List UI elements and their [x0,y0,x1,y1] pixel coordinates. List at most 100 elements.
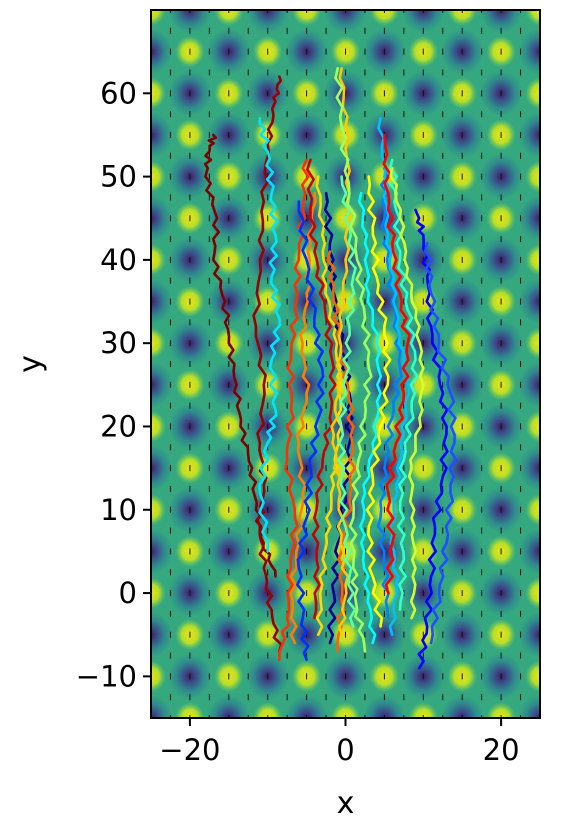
x-tick-label: −20 [159,733,220,767]
trajectory-line [203,133,277,578]
contour-high-spot [525,577,540,609]
contour-low-spot [558,320,568,366]
contour-low-spot [518,28,540,75]
trajectory-line [389,167,425,620]
contour-low-spot [518,695,540,718]
contour-high-spot [330,702,361,718]
trajectory-line [323,191,354,645]
contour-low-spot [246,10,290,33]
contour-high-spot [564,702,568,734]
contour-high-spot [151,77,166,110]
contour-low-spot [558,570,568,616]
contour-low-spot [151,528,173,575]
y-tick-label: −10 [76,659,137,693]
contour-high-spot [525,660,540,693]
contour-high-spot [525,493,540,526]
contour-high-spot [525,410,540,443]
contour-high-spot [151,244,166,276]
trajectory-line [357,191,383,645]
contour-high-spot [252,702,283,718]
y-tick-label: 20 [100,409,137,443]
contour-low-spot [151,195,173,242]
contour-low-spot [285,695,328,718]
contour-low-spot [518,361,540,408]
contour-high-spot [151,660,166,693]
contour-low-spot [151,112,173,158]
y-tick-label: 60 [100,76,137,110]
y-tick-label: 40 [100,243,137,277]
contour-low-spot [518,112,540,158]
contour-high-spot [175,702,205,718]
contour-low-spot [151,445,173,492]
contour-low-spot [518,528,540,575]
trajectory-line [423,241,458,645]
trajectory-line [330,67,351,636]
contour-low-spot [151,695,173,718]
trajectory-line [377,117,411,636]
contour-low-spot [558,487,568,533]
contour-low-spot [558,154,568,200]
contour-low-spot [151,361,173,408]
contour-low-spot [558,70,568,116]
y-axis: −10 0 10 20 30 40 50 60 [76,76,151,693]
y-tick-label: 10 [100,493,137,527]
y-tick-label: 30 [100,326,137,360]
y-tick-label: 50 [100,160,137,194]
trajectory-line [306,158,337,620]
contour-high-spot [486,702,516,718]
contour-low-spot [518,195,540,242]
contour-low-spot [518,445,540,492]
contour-high-spot [564,369,568,401]
x-tick-label: 20 [483,733,520,767]
trajectory-line [334,67,373,653]
contour-high-spot [151,327,166,360]
contour-high-spot [151,10,166,26]
contour-high-spot [564,202,568,234]
trajectory-line [365,175,392,628]
x-axis: −20 0 20 [159,718,520,767]
contour-low-spot [363,695,406,718]
trajectory-line [414,208,449,670]
contour-high-spot [525,327,540,360]
contour-low-spot [151,28,173,75]
x-tick-label: 0 [336,733,354,767]
contour-high-spot [564,36,568,68]
contour-high-spot [151,160,166,193]
trajectory-line [326,250,357,653]
contour-low-spot [479,10,523,33]
contour-high-spot [564,619,568,651]
contour-low-spot [168,10,212,33]
trajectory-line [315,175,343,636]
trajectory-line [258,117,282,553]
plot-area [150,9,568,734]
contour-high-spot [151,577,166,609]
contour-high-spot [447,10,477,26]
trajectory-line [337,175,357,628]
contour-high-spot [369,10,400,26]
contour-high-spot [408,702,439,718]
contour-high-spot [564,286,568,318]
contour-low-spot [518,611,540,658]
trajectory-line [252,75,283,653]
contour-low-spot [558,653,568,699]
contour-low-spot [151,278,173,325]
contour-high-spot [525,244,540,276]
contour-low-spot [324,10,367,33]
quiver-arrows [151,10,540,718]
contour-high-spot [564,536,568,568]
trajectory-line [376,167,403,620]
contour-high-spot [525,10,540,26]
trajectories [203,67,458,670]
contour-high-spot [525,77,540,110]
contour-low-spot [558,404,568,450]
y-tick-label: 0 [119,576,137,610]
contour-low-spot [440,695,484,718]
y-axis-label: y [13,355,48,373]
x-axis-label: x [337,786,355,821]
contour-high-spot [291,10,322,26]
contour-low-spot [518,278,540,325]
trajectory-line [382,133,411,595]
contour-high-spot [564,119,568,151]
contour-high-spot [564,452,568,484]
